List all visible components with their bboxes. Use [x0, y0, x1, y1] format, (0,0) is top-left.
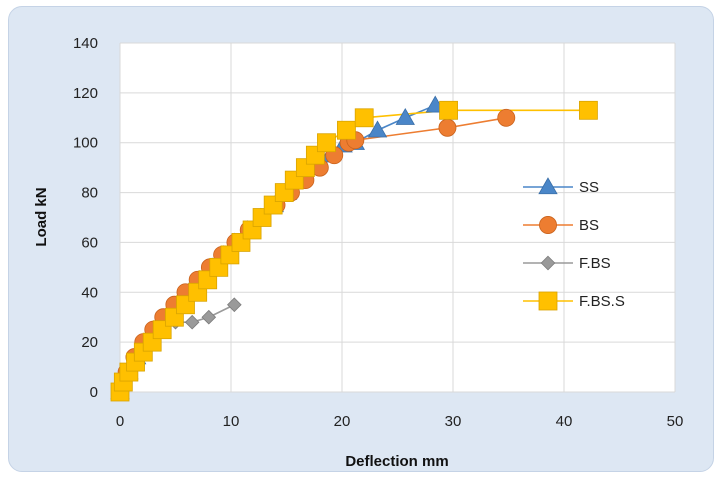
data-point-f-bs — [184, 314, 200, 330]
data-point-f-bs-s — [317, 133, 336, 153]
data-point-f-bs — [201, 309, 217, 325]
legend-label-f-bs: F.BS — [579, 255, 611, 272]
data-point-ss — [367, 120, 388, 138]
x-tick-label: 40 — [556, 413, 573, 430]
legend-marker-f-bs — [540, 255, 556, 271]
y-tick-label: 0 — [90, 384, 98, 401]
y-tick-label: 100 — [73, 135, 98, 152]
x-tick-label: 50 — [667, 413, 684, 430]
x-tick-label: 0 — [116, 413, 124, 430]
y-axis-title: Load kN — [33, 187, 50, 246]
y-tick-label: 140 — [73, 35, 98, 52]
legend-label-ss: SS — [579, 179, 599, 196]
legend-marker-bs — [539, 216, 557, 234]
x-tick-label: 10 — [223, 413, 240, 430]
x-tick-label: 30 — [445, 413, 462, 430]
legend-label-bs: BS — [579, 217, 599, 234]
legend-marker-ss — [538, 177, 558, 195]
y-tick-label: 20 — [81, 334, 98, 351]
x-tick-label: 20 — [334, 413, 351, 430]
legend-label-f-bs-s: F.BS.S — [579, 293, 625, 310]
x-axis-title: Deflection mm — [345, 453, 448, 470]
series-markers — [110, 95, 598, 402]
data-point-f-bs-s — [439, 100, 458, 120]
y-tick-label: 80 — [81, 185, 98, 202]
data-point-f-bs-s — [354, 108, 374, 128]
legend: SS BS F.BS F.BS.S — [523, 177, 625, 311]
y-tick-label: 40 — [81, 284, 98, 301]
data-point-bs — [497, 108, 516, 127]
data-point-f-bs-s — [337, 120, 356, 140]
data-point-bs — [438, 118, 457, 137]
y-tick-label: 60 — [81, 234, 98, 251]
tick-labels: 0 10 20 30 40 50 0 20 40 60 80 100 120 140 — [73, 35, 683, 430]
data-point-ss — [395, 107, 415, 125]
legend-marker-f-bs-s — [538, 291, 558, 311]
y-tick-label: 120 — [73, 85, 98, 102]
data-point-f-bs-s — [579, 100, 598, 120]
data-point-f-bs — [227, 297, 242, 313]
